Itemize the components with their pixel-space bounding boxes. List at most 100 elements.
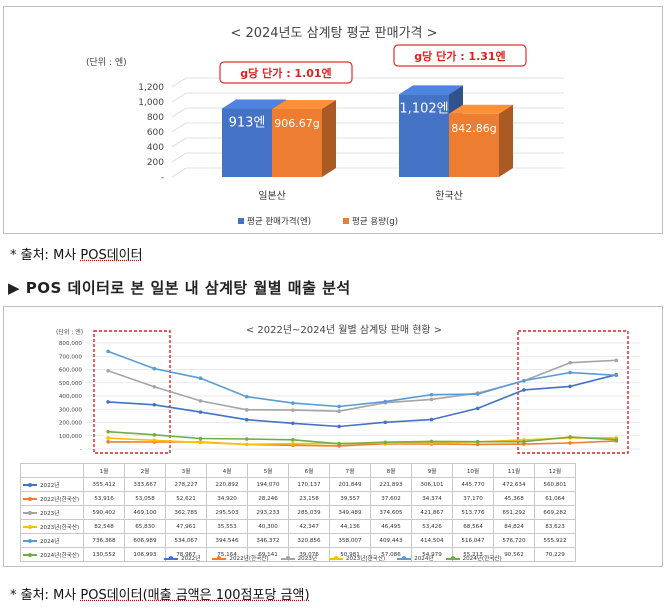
series-point [337,404,341,409]
bar-legend-swatch [238,218,244,224]
series-point [152,385,157,389]
series-point [614,358,619,363]
sales-line-chart: < 2022년~2024년 월별 삼계탕 판매 현황 > (단위 : 엔) - 1… [56,324,640,454]
series-point [568,384,572,389]
table-cell: 534,067 [165,533,207,548]
series-swatch [23,524,37,529]
table-cell: 37,602 [370,491,412,506]
price-chart-panel: < 2024년도 삼계탕 평균 판매가격 > (단위 : 엔) - 200 400 6… [3,6,663,234]
table-series-label: 2023년(한국산) [20,519,84,534]
source-note-1-source: POS데이터 [80,248,143,263]
table-cell: 65,830 [124,519,166,534]
table-cell: 82,548 [83,519,125,534]
bar-grid-diagonal [171,107,187,118]
table-cell: 54,979 [411,547,453,562]
table-month-header: 3월 [165,463,207,478]
table-cell: 606,989 [124,533,166,548]
table-cell: 362,785 [165,505,207,520]
line-y-tick-label: 500,000 [59,381,83,387]
bar-value-label: 842.86g [451,122,496,135]
line-y-tick-label: 200,000 [59,421,83,427]
table-row: 2024년(한국산) 130,552 106,993 78,967 75,164 69,1… [20,547,576,562]
table-cell: 106,993 [124,547,166,562]
series-point [291,408,295,412]
line-legend-item: 2023년(한국산) [328,556,385,562]
bar-legend-label: 평균 용량(g) [352,216,398,227]
source-note-2: * 출처: M사 POS데이터(매출 금액은 100점포당 금액) [10,584,310,603]
bar-y-tick-label: 1,200 [138,83,164,93]
series-point [568,435,572,439]
series-point [475,442,480,447]
table-cell: 333,667 [124,477,166,492]
table-row: 2023년(한국산) 82,548 65,830 47,961 35,553 40,300… [20,519,576,534]
table-row: 2024년 736,368 606,989 534,067 394,546 346,372… [20,533,576,548]
unit-price-callout-box [393,44,527,67]
table-corner-cell [20,463,84,478]
bar-y-tick-label: 200 [147,158,164,168]
source-note-1-prefix: * 출처: M사 [10,248,81,263]
bar-category-label: 한국산 [435,190,463,202]
bar-category-label: 일본산 [258,190,286,202]
line-chart-title: < 2022년~2024년 월별 삼계탕 판매 현황 > [246,324,442,336]
table-cell: 355,412 [83,477,125,492]
series-point [429,397,434,402]
series-point [244,437,249,441]
series-point [614,373,619,378]
series-point [152,433,157,437]
series-point [291,421,295,426]
table-cell: 346,372 [247,533,289,548]
table-month-header: 12월 [534,463,576,478]
series-point [291,441,295,446]
series-point [337,424,341,429]
series-swatch [23,538,37,543]
series-point [383,420,388,425]
series-point [383,399,388,404]
table-cell: 23,158 [288,491,330,506]
table-cell: 53,916 [83,491,125,506]
table-header-row: 1월 2월 3월 4월 5월 6월 7월 8월 9월 10월 11월 12월 [20,463,576,478]
table-cell: 285,039 [288,505,330,520]
table-row: 2022년(한국산) 53,916 53,058 52,621 34,920 28,246… [20,491,576,506]
series-point [337,409,341,414]
series-point [198,436,203,441]
series-point [522,378,526,383]
line-legend-item: 2022년(한국산) [212,556,269,562]
table-month-header: 9월 [411,463,453,478]
table-cell: 409,443 [370,533,412,548]
table-cell: 220,892 [206,477,248,492]
series-point [106,429,110,434]
line-y-tick-label: 700,000 [59,354,83,360]
line-chart-unit: (단위 : 엔) [56,328,83,336]
series-point [152,402,157,407]
series-point [244,442,249,447]
table-cell: 293,233 [247,505,289,520]
line-y-tick-label: 400,000 [59,394,83,400]
table-cell: 46,495 [370,519,412,534]
table-cell: 306,101 [411,477,453,492]
table-cell: 278,227 [165,477,207,492]
table-cell: 513,776 [452,505,494,520]
legend-swatch [164,556,178,560]
bar-top [222,99,286,109]
series-line [107,359,617,413]
source-note-2-source: POS데이터(매출 금액은 100점포당 금액) [80,588,310,603]
table-cell: 358,007 [329,533,371,548]
line-legend-item: 2022년 [164,556,200,562]
bar-chart-unit: (단위 : 엔) [86,57,127,68]
bar-side [499,104,513,177]
table-month-header: 6월 [288,463,330,478]
bar-grid-diagonal [171,92,187,103]
table-cell: 53,426 [411,519,453,534]
bar-grid-diagonal [171,152,187,163]
legend-swatch [212,556,227,560]
legend-swatch [445,556,460,560]
series-point [337,442,341,446]
series-point [568,370,572,375]
bar-grid-diagonal [171,77,187,88]
table-cell: 44,136 [329,519,371,534]
line-legend-item: 2024년(한국산) [445,556,502,562]
table-cell: 669,282 [534,505,576,520]
legend-swatch [397,556,412,560]
series-point [291,401,295,405]
series-point [522,388,526,392]
